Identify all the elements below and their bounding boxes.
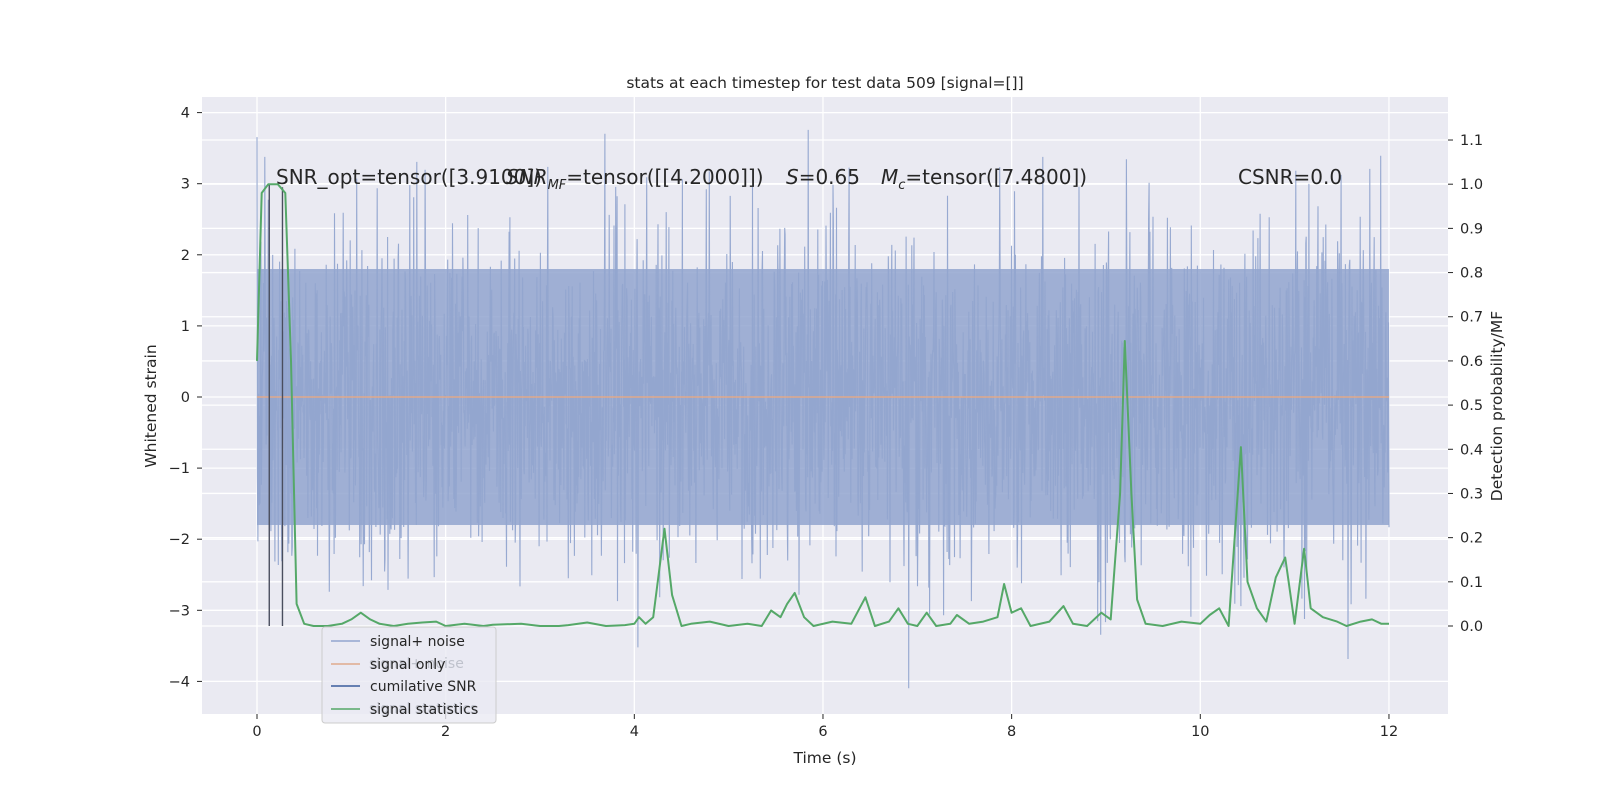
x-tick-label-6: 12 bbox=[1380, 724, 1398, 740]
legend-label-noise: signal+ noise bbox=[370, 634, 465, 650]
x-tick-label-4: 8 bbox=[1007, 724, 1016, 740]
y2-axis-ticks: 1.1 1.0 0.9 0.8 0.7 0.6 0.5 0.4 0.3 0.2 0.1 0.0 bbox=[1448, 133, 1483, 635]
y2-axis-label: Detection probability/MF bbox=[1488, 311, 1506, 502]
y2-tick-label-7: 0.4 bbox=[1460, 442, 1483, 458]
y2-tick-label-9: 0.2 bbox=[1460, 531, 1483, 547]
signal-statistics-series bbox=[256, 183, 1389, 627]
y2-tick-label-1: 1.0 bbox=[1460, 177, 1483, 193]
annotation-snr-opt: SNR_opt=tensor([3.9100]) bbox=[276, 165, 542, 189]
annotation-mc-sym: M bbox=[881, 165, 898, 189]
y-tick-label-1: 3 bbox=[181, 177, 190, 193]
y-tick-label-0: 4 bbox=[181, 106, 190, 122]
x-tick-label-2: 4 bbox=[630, 724, 639, 740]
y2-tick-label-11: 0.0 bbox=[1460, 619, 1483, 635]
y-axis-label: Whitened strain bbox=[142, 344, 160, 467]
y2-tick-label-10: 0.1 bbox=[1460, 575, 1483, 591]
x-tick-label-1: 2 bbox=[441, 724, 450, 740]
annotation-snr-mf-sub: MF bbox=[548, 178, 567, 193]
x-tick-label-0: 0 bbox=[252, 724, 261, 740]
x-axis-label: Time (s) bbox=[792, 749, 856, 767]
signal-statistics-line bbox=[256, 183, 1389, 627]
legend-label-signal-statistics: signal statistics bbox=[370, 702, 478, 718]
x-axis-ticks: 0 2 4 6 8 10 12 bbox=[252, 714, 1398, 740]
legend-ghost-text-2: signal statistics bbox=[369, 701, 477, 717]
legend-ghost-text-1: signal+ noise bbox=[369, 656, 464, 672]
y-tick-label-7: −3 bbox=[169, 603, 190, 619]
x-tick-label-3: 6 bbox=[818, 724, 827, 740]
annotation-snr-mf-val: =tensor([[4.2000]]) bbox=[566, 165, 763, 189]
annotations: SNR_opt=tensor([3.9100]) SNRMF=tensor([[… bbox=[276, 165, 1342, 193]
annotation-s-val: =0.65 bbox=[799, 165, 860, 189]
y2-tick-label-8: 0.3 bbox=[1460, 486, 1483, 502]
legend-label-cumulative-snr: cumilative SNR bbox=[370, 679, 477, 695]
y2-tick-label-3: 0.8 bbox=[1460, 266, 1483, 282]
y-axis-ticks: 4 3 2 1 0 −1 −2 −3 −4 bbox=[169, 106, 202, 690]
annotation-s: S=0.65 bbox=[786, 165, 860, 189]
annotation-mc-sub: c bbox=[898, 178, 905, 193]
annotation-snr-mf-sym: SNR bbox=[506, 165, 548, 189]
y2-tick-label-5: 0.6 bbox=[1460, 354, 1483, 370]
y2-tick-label-2: 0.9 bbox=[1460, 221, 1483, 237]
annotation-mc: Mc=tensor([7.4800]) bbox=[881, 165, 1087, 193]
y-tick-label-3: 1 bbox=[181, 319, 190, 335]
annotation-mc-val: =tensor([7.4800]) bbox=[905, 165, 1087, 189]
x-tick-label-5: 10 bbox=[1191, 724, 1209, 740]
legend-box bbox=[321, 626, 497, 724]
legend-label-signal-only: signal only bbox=[370, 657, 445, 673]
y-tick-label-4: 0 bbox=[181, 390, 190, 406]
y2-tick-label-4: 0.7 bbox=[1460, 310, 1483, 326]
annotation-s-sym: S bbox=[786, 165, 799, 189]
chart-title: stats at each timestep for test data 509… bbox=[626, 74, 1023, 92]
y2-tick-label-6: 0.5 bbox=[1460, 398, 1483, 414]
y2-tick-label-0: 1.1 bbox=[1460, 133, 1483, 149]
y-tick-label-2: 2 bbox=[181, 248, 190, 264]
noise-trace bbox=[256, 129, 1390, 689]
cumulative-snr-series bbox=[268, 183, 284, 626]
legend: signal+ noise signal statistics signal+ … bbox=[321, 626, 497, 724]
annotation-csnr: CSNR=0.0 bbox=[1238, 165, 1342, 189]
y-tick-label-5: −1 bbox=[169, 461, 190, 477]
y-tick-label-8: −4 bbox=[169, 674, 190, 690]
y-tick-label-6: −2 bbox=[169, 532, 190, 548]
annotation-snr-mf: SNRMF=tensor([[4.2000]]) bbox=[506, 165, 764, 193]
